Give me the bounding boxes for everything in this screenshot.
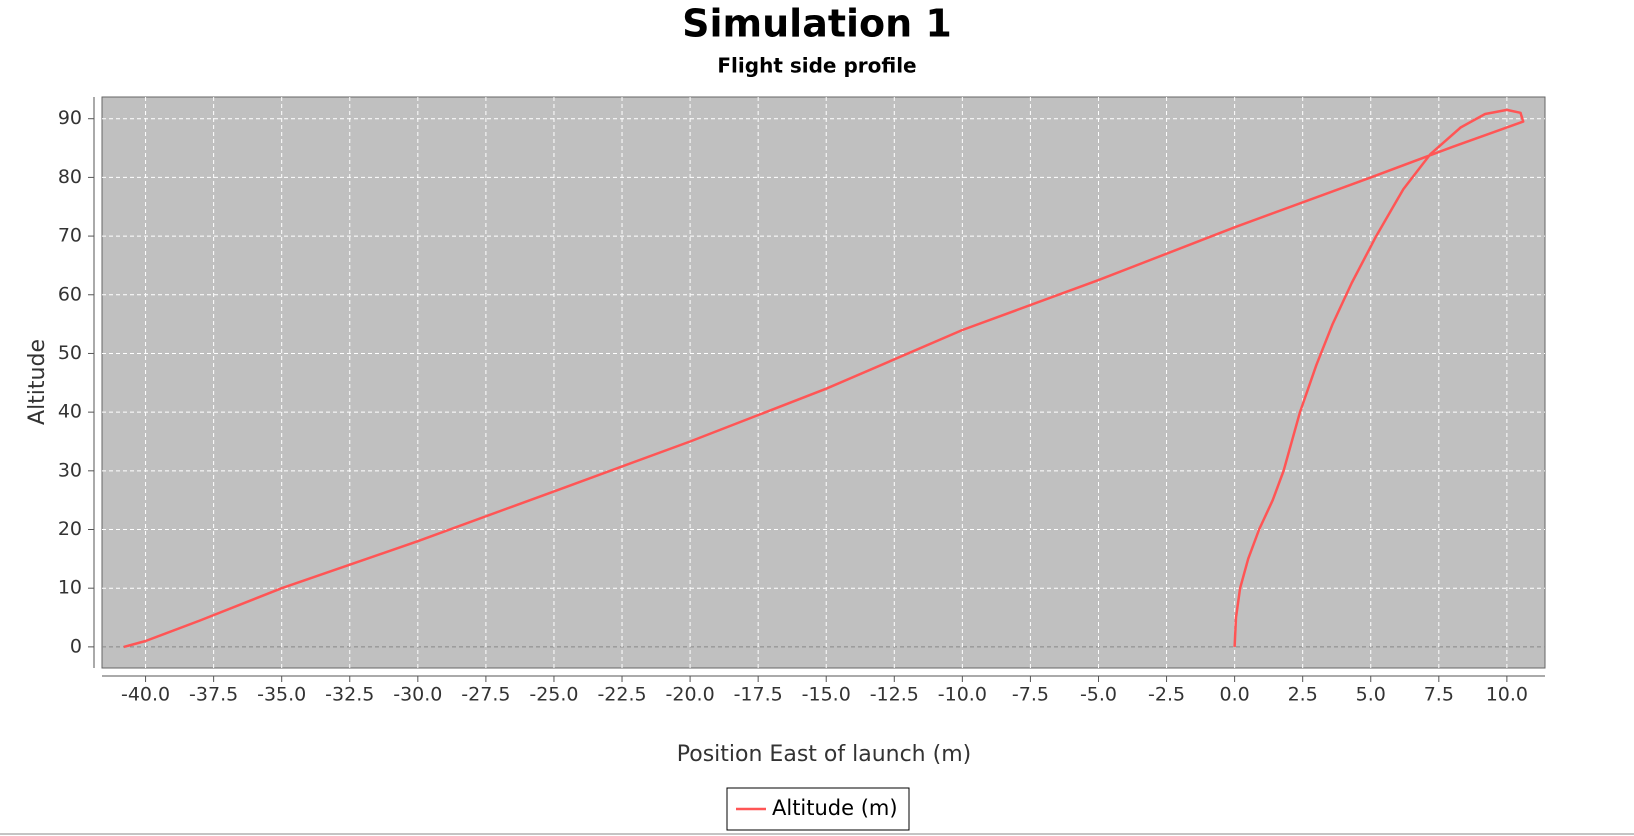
x-tick-label: -17.5 <box>734 684 783 706</box>
y-tick-label: 20 <box>58 518 82 540</box>
x-tick-label: -35.0 <box>257 684 306 706</box>
x-tick-label: -20.0 <box>666 684 715 706</box>
chart-subtitle: Flight side profile <box>717 54 916 78</box>
y-tick-label: 60 <box>58 283 82 305</box>
y-tick-label: 0 <box>70 635 82 657</box>
y-tick-label: 90 <box>58 107 82 129</box>
x-tick-label: -5.0 <box>1080 684 1117 706</box>
x-tick-label: -7.5 <box>1012 684 1049 706</box>
x-tick-label: 7.5 <box>1424 684 1454 706</box>
legend-label: Altitude (m) <box>772 796 898 820</box>
line-series <box>123 108 1525 649</box>
x-tick-label: 0.0 <box>1220 684 1250 706</box>
x-tick-label: -32.5 <box>325 684 374 706</box>
x-tick-label: -27.5 <box>461 684 510 706</box>
y-tick-label: 40 <box>58 401 82 423</box>
y-axis-label: Altitude <box>25 339 50 425</box>
x-tick-label: -30.0 <box>393 684 442 706</box>
x-tick-label: -15.0 <box>802 684 851 706</box>
y-tick-label: 30 <box>58 459 82 481</box>
x-tick-label: -2.5 <box>1148 684 1185 706</box>
x-tick-label: -10.0 <box>938 684 987 706</box>
y-tick-label: 10 <box>58 577 82 599</box>
x-tick-label: -37.5 <box>189 684 238 706</box>
x-tick-label: 2.5 <box>1288 684 1318 706</box>
chart-title: Simulation 1 <box>682 2 952 46</box>
y-tick-label: 80 <box>58 166 82 188</box>
x-tick-label: -12.5 <box>870 684 919 706</box>
x-tick-label: -40.0 <box>121 684 170 706</box>
x-axis-label: Position East of launch (m) <box>677 742 971 767</box>
y-tick-label: 50 <box>58 342 82 364</box>
x-tick-label: -25.0 <box>529 684 578 706</box>
plot-area <box>101 96 1546 669</box>
x-tick-label: 5.0 <box>1356 684 1386 706</box>
x-tick-label: 10.0 <box>1486 684 1528 706</box>
y-tick-label: 70 <box>58 225 82 247</box>
x-tick-label: -22.5 <box>597 684 646 706</box>
